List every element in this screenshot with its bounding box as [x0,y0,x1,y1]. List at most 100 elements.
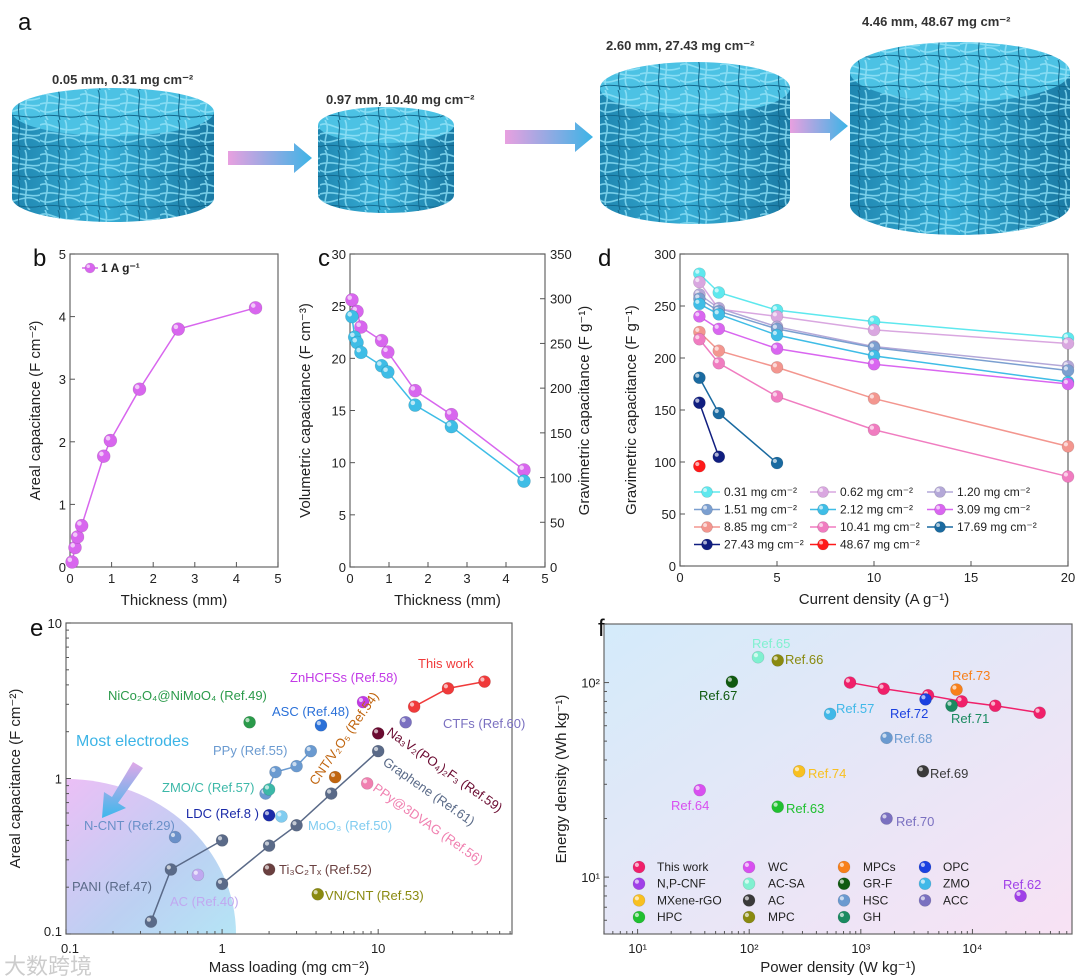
point-highlight [146,917,151,922]
x-tick-label: 1 [218,941,225,956]
point-sphere [712,344,726,358]
series-e-13: N-CNT (Ref.29) [84,818,182,844]
point-sphere [693,459,706,473]
point-highlight [695,312,700,317]
data-point [360,777,374,790]
point-sphere [712,450,726,464]
data-point [371,727,385,740]
data-point [103,433,118,448]
point-sphere [262,783,276,796]
y-tick-label: 15 [332,404,346,419]
annotation-most-electrodes: Most electrodes [76,733,189,750]
data-point [1061,337,1075,350]
data-point [712,450,726,464]
point-sphere [693,275,706,289]
series-line [698,402,720,458]
data-point [693,396,706,410]
data-point [945,699,958,713]
point-sphere [381,345,395,359]
series-e-3: ASC (Ref.48) [272,704,349,732]
legend-label: OPC [943,860,969,874]
point-highlight [695,294,700,299]
legend-label: 27.43 mg cm⁻² [724,538,804,552]
data-point [1061,377,1075,391]
point-sphere [934,503,946,516]
point-sphere [837,877,851,891]
point-highlight [921,695,926,700]
cylinder-top-fibers [850,42,1070,102]
point-label: PANI (Ref.47) [72,879,152,894]
y-right-tick-label: 150 [550,426,572,441]
legend-marker [742,860,756,874]
y-tick-label: 10¹ [581,870,600,885]
point-highlight [1063,334,1068,339]
data-point [916,764,930,778]
legend-label: 0.31 mg cm⁻² [724,485,797,499]
arrow-icon [228,143,312,173]
legend-marker [817,486,829,498]
point-sphere [950,683,963,696]
x-tick-label: 0 [346,571,353,586]
point-highlight [869,360,875,365]
point-sphere [65,555,79,569]
point-sphere [290,759,303,773]
point-highlight [869,343,875,348]
point-label: Ref.72 [890,706,928,721]
x-tick-label: 1 [385,571,392,586]
point-sphere [84,262,96,274]
point-highlight [250,303,256,308]
y-right-tick-label: 300 [550,292,572,307]
legend-label: GR-F [863,877,892,891]
data-point [262,863,276,876]
series-d-5 [693,310,1075,391]
point-highlight [772,312,778,317]
data-point [770,342,784,355]
data-point [712,356,726,370]
sample-label-2: 0.97 mm, 10.40 mg cm⁻² [326,92,475,107]
legend: 1 A g⁻¹ [82,261,140,275]
y-tick-label: 2 [59,435,66,450]
point-sphere [918,894,932,907]
legend-marker [742,910,756,924]
point-sphere [360,777,374,790]
point-highlight [410,400,416,406]
point-sphere [880,812,893,825]
series-c-0 [345,293,531,477]
point-sphere [742,860,756,874]
point-highlight [271,767,276,773]
point-sphere [771,654,785,667]
panel-label-e: e [30,615,43,642]
data-point [324,787,338,800]
point-sphere [441,682,455,695]
x-tick-label: 4 [233,571,240,586]
x-tick-label: 10³ [851,941,870,956]
point-highlight [446,410,452,415]
data-point [144,915,158,928]
data-point [65,555,79,569]
data-point [770,456,784,470]
point-highlight [936,488,940,493]
point-highlight [772,305,778,311]
x-tick-label: 10² [740,941,759,956]
y-right-tick-label: 50 [550,515,564,530]
data-point [275,810,288,823]
point-sphere [693,371,706,385]
legend-label: 1 A g⁻¹ [101,261,140,275]
point-highlight [352,306,358,312]
point-highlight [377,361,382,366]
point-highlight [217,879,223,884]
point-highlight [634,862,640,868]
point-highlight [634,896,640,901]
plot-frame [603,623,1073,935]
point-highlight [292,821,297,826]
data-point [304,744,318,758]
point-highlight [264,811,270,816]
point-highlight [70,543,75,548]
legend-marker [742,877,756,891]
point-highlight [277,812,282,817]
point-sphere [632,910,646,924]
y-tick-label: 5 [339,508,346,523]
